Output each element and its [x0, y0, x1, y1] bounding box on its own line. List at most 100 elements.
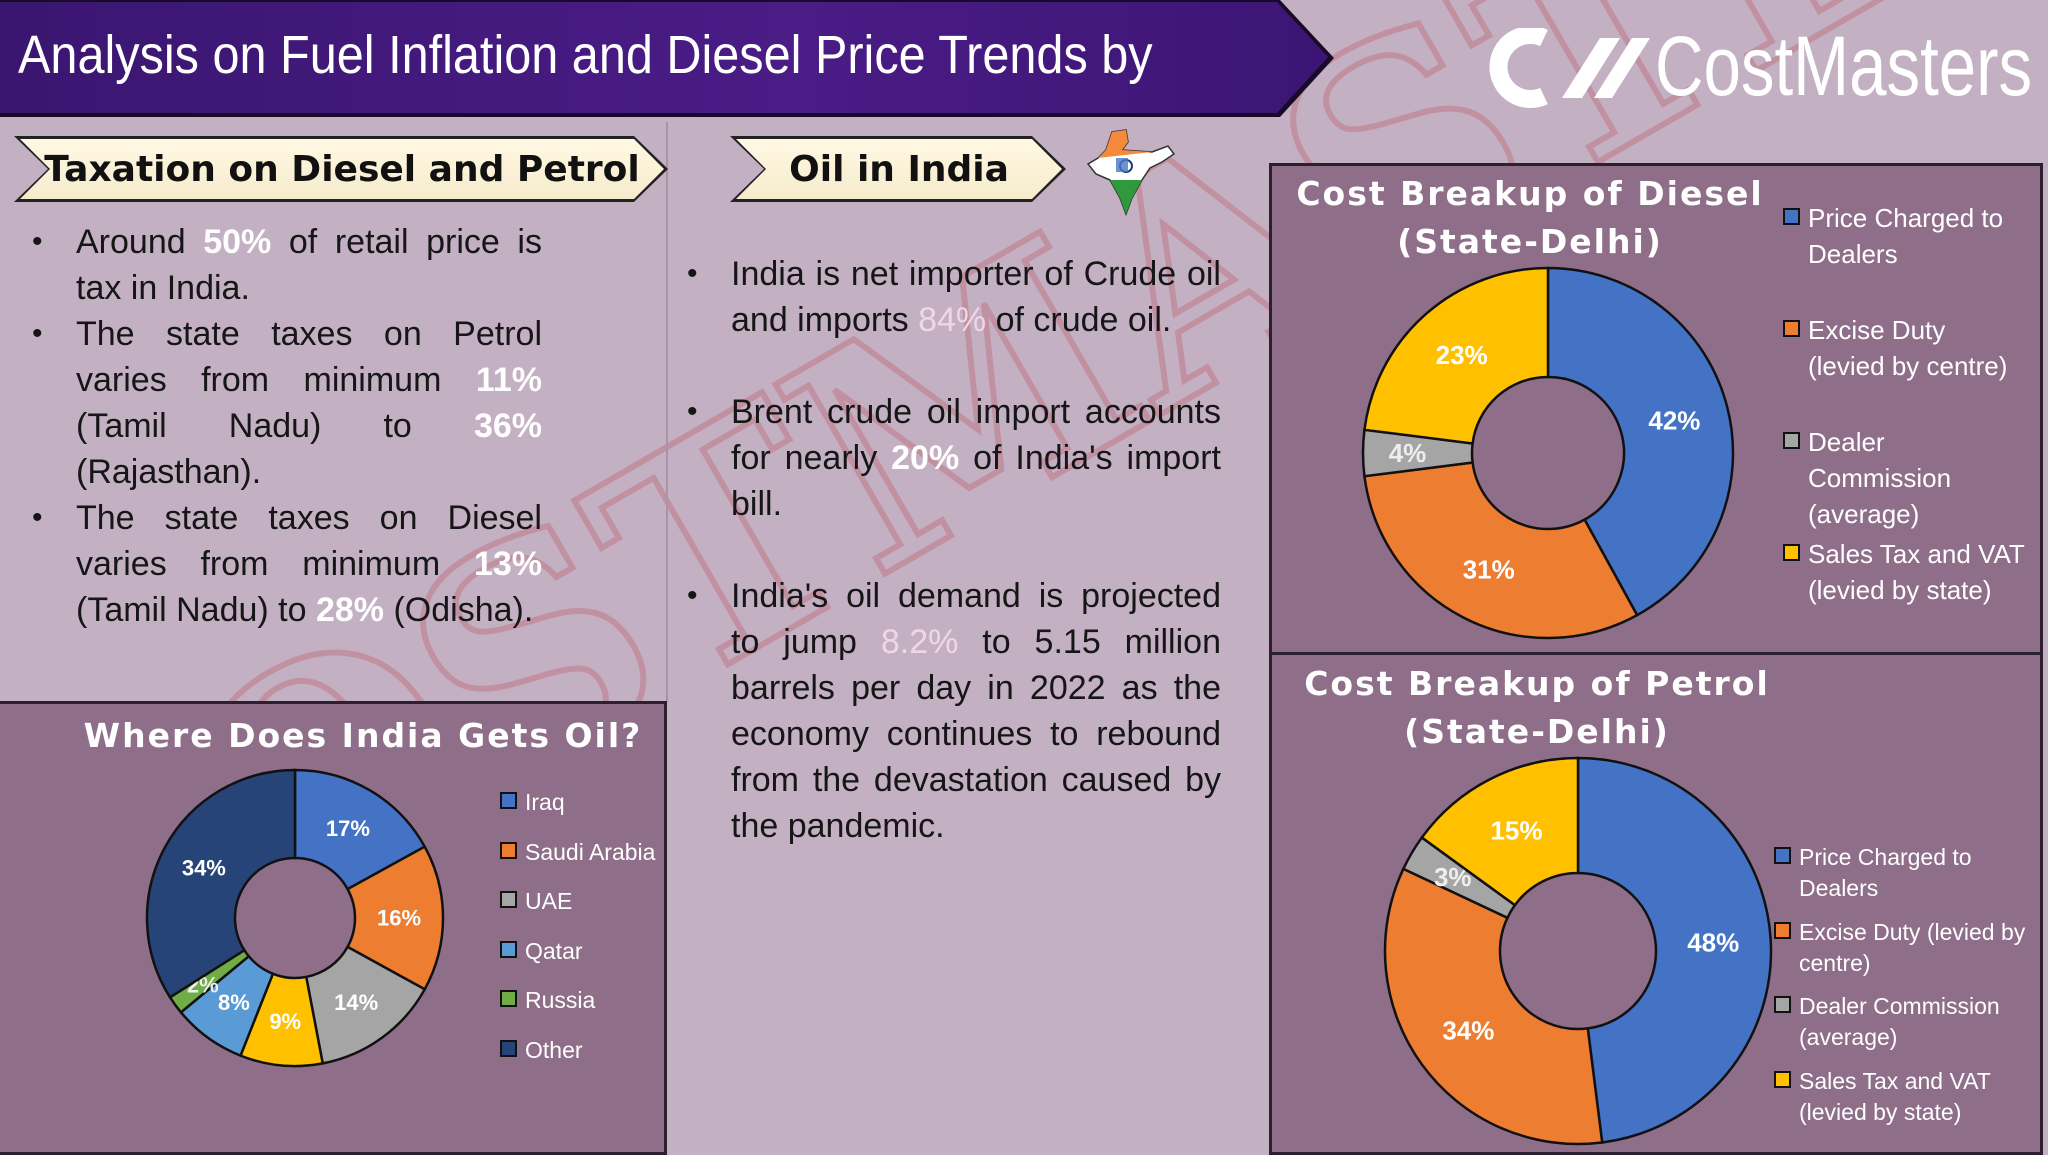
- sources-chart-title: Where Does India Gets Oil?: [43, 712, 683, 760]
- legend-item: Dealer Commission (average): [1774, 991, 2000, 1053]
- legend-item: Dealer Commission (average): [1783, 424, 1951, 532]
- bullet-text: Around: [76, 223, 204, 261]
- bullet-text: of crude oil.: [986, 301, 1172, 339]
- legend-item: Excise Duty (levied by centre): [1774, 917, 2025, 979]
- highlight-value: 20%: [891, 439, 960, 477]
- sources-data-label: 8%: [218, 990, 250, 1015]
- diesel-slice-excise-duty-levied-by-centre-: [1363, 461, 1639, 640]
- sources-data-label: 9%: [269, 1009, 301, 1034]
- legend-label: Sales Tax and VAT: [1799, 1068, 1991, 1094]
- petrol-data-label: 34%: [1442, 1016, 1494, 1046]
- legend-item: Iraq: [500, 786, 565, 818]
- title-line: Where Does India Gets Oil?: [83, 716, 643, 755]
- petrol-slice-sales-tax-and-vat-levied-by-state-: [1420, 756, 1580, 907]
- bullet-text: India's oil demand is projected to jump: [731, 577, 1221, 661]
- sources-data-label: 17%: [326, 816, 370, 841]
- bullet-text: (Rajasthan).: [76, 453, 262, 491]
- bullet-item: Around 50% of retail price is tax in Ind…: [32, 219, 542, 311]
- title-line: Cost Breakup of Petrol: [1304, 664, 1770, 703]
- title-banner-fill: [0, 2, 1328, 113]
- costmasters-logo-icon: [1489, 28, 1650, 108]
- legend-label: Excise Duty: [1808, 315, 1946, 345]
- bullet-text: of retail price is tax in India.: [76, 223, 542, 307]
- highlight-value: 13%: [473, 545, 542, 583]
- legend-swatch: [500, 989, 517, 1007]
- bullet-text: (Tamil Nadu) to: [76, 407, 474, 445]
- bullet-text: The state taxes on Diesel varies from mi…: [76, 499, 542, 583]
- legend-label: Russia: [525, 987, 596, 1013]
- bullet-item: The state taxes on Petrol varies from mi…: [32, 311, 542, 495]
- legend-label: Sales Tax and VAT: [1808, 539, 2025, 569]
- legend-label: Excise Duty (levied by: [1799, 919, 2026, 945]
- legend-label: Dealer Commission: [1799, 993, 2000, 1019]
- highlight-value: 8.2%: [880, 623, 959, 661]
- column-divider: [666, 122, 668, 702]
- diesel-data-label: 42%: [1648, 406, 1700, 436]
- sources-donut: 17%16%14%9%8%2%34%: [145, 768, 445, 1068]
- highlight-value: 84%: [918, 301, 987, 339]
- legend-label: (average): [1808, 499, 1920, 529]
- legend-swatch: [1774, 996, 1791, 1013]
- bullet-text: to 5.15 million barrels per day in 2022 …: [731, 623, 1221, 845]
- legend-swatch: [1774, 847, 1791, 864]
- legend-item: Russia: [500, 984, 595, 1016]
- legend-label: UAE: [525, 888, 573, 914]
- legend-label: Price Charged to: [1799, 844, 1972, 870]
- bullet-text: (Tamil Nadu) to: [76, 591, 316, 629]
- bullet-item: The state taxes on Diesel varies from mi…: [32, 495, 542, 633]
- legend-label: Qatar: [525, 938, 583, 964]
- bullet-text: (Odisha).: [384, 591, 534, 629]
- legend-swatch: [1774, 1071, 1791, 1088]
- sources-data-label: 14%: [334, 990, 378, 1015]
- legend-item: Saudi Arabia: [500, 836, 655, 868]
- legend-label: Dealers: [1808, 239, 1898, 269]
- legend-item: Price Charged to Dealers: [1774, 842, 1972, 904]
- legend-label: Dealers: [1799, 875, 1879, 901]
- sources-slice-saudi-arabia: [345, 845, 445, 991]
- sources-slice-iraq: [293, 768, 427, 891]
- legend-swatch: [500, 841, 517, 859]
- diesel-slice-sales-tax-and-vat-levied-by-state-: [1363, 266, 1550, 445]
- legend-swatch: [500, 791, 517, 809]
- legend-label: Price Charged to: [1808, 203, 2004, 233]
- sources-slice-other: [145, 768, 297, 1000]
- legend-label: (average): [1799, 1024, 1898, 1050]
- highlight-value: 50%: [203, 223, 272, 261]
- legend-label: Iraq: [525, 789, 565, 815]
- legend-swatch: [1783, 319, 1800, 337]
- legend-item: UAE: [500, 885, 572, 917]
- legend-label: (levied by centre): [1808, 351, 2008, 381]
- taxation-heading: Taxation on Diesel and Petrol: [20, 139, 664, 199]
- highlight-value: 36%: [473, 407, 542, 445]
- petrol-slice-price-charged-to-dealers: [1576, 756, 1773, 1144]
- bullet-item: India's oil demand is projected to jump …: [687, 573, 1221, 849]
- india-map-flag-icon: [1086, 129, 1176, 217]
- page-title: Analysis on Fuel Inflation and Diesel Pr…: [18, 25, 1153, 85]
- diesel-chart-title: Cost Breakup of Diesel (State-Delhi): [1210, 170, 1850, 266]
- legend-label: Dealer: [1808, 427, 1885, 457]
- title-line: (State-Delhi): [1404, 712, 1670, 751]
- diesel-slice-price-charged-to-dealers: [1546, 266, 1735, 617]
- diesel-data-label: 4%: [1389, 438, 1427, 468]
- oil-heading-text: Oil in India: [789, 148, 1009, 190]
- petrol-donut: 48%34%3%15%: [1383, 756, 1773, 1146]
- diesel-data-label: 23%: [1436, 340, 1488, 370]
- logo-text: CostMasters: [1655, 19, 2033, 113]
- petrol-slice-excise-duty-levied-by-centre-: [1383, 867, 1604, 1146]
- sources-data-label: 34%: [182, 856, 226, 881]
- legend-swatch: [500, 890, 517, 908]
- legend-swatch: [1783, 543, 1800, 561]
- legend-item: Other: [500, 1034, 583, 1066]
- taxation-bullets: Around 50% of retail price is tax in Ind…: [32, 219, 542, 633]
- bullet-item: India is net importer of Crude oil and i…: [687, 251, 1221, 343]
- legend-item: Qatar: [500, 935, 583, 967]
- legend-item: Sales Tax and VAT (levied by state): [1774, 1066, 1991, 1128]
- oil-heading: Oil in India: [736, 139, 1062, 199]
- legend-item: Sales Tax and VAT (levied by state): [1783, 536, 2025, 608]
- legend-item: Price Charged to Dealers: [1783, 200, 2003, 272]
- taxation-heading-text: Taxation on Diesel and Petrol: [44, 148, 640, 190]
- legend-label: centre): [1799, 950, 1871, 976]
- legend-item: Excise Duty (levied by centre): [1783, 312, 2007, 384]
- legend-label: (levied by state): [1808, 575, 1992, 605]
- legend-swatch: [1783, 431, 1800, 449]
